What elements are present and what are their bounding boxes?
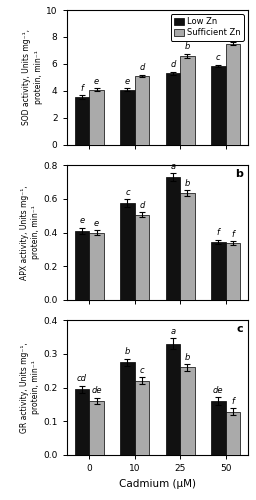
Text: d: d bbox=[139, 200, 145, 209]
Bar bbox=[180, 56, 195, 145]
Bar bbox=[89, 401, 104, 455]
Bar bbox=[226, 244, 240, 300]
Bar bbox=[166, 344, 180, 455]
Text: b: b bbox=[185, 352, 190, 362]
Text: a: a bbox=[230, 30, 236, 40]
Text: e: e bbox=[94, 76, 99, 86]
Bar bbox=[180, 193, 195, 300]
Y-axis label: SOD activity, Units mg⁻¹,
protein, min⁻¹: SOD activity, Units mg⁻¹, protein, min⁻¹ bbox=[23, 30, 43, 126]
Bar bbox=[89, 90, 104, 145]
Text: c: c bbox=[236, 324, 243, 334]
Bar bbox=[75, 390, 89, 455]
Text: b: b bbox=[185, 179, 190, 188]
Text: a: a bbox=[170, 327, 175, 336]
Text: a: a bbox=[235, 14, 243, 24]
Bar bbox=[120, 90, 135, 145]
Text: c: c bbox=[140, 366, 144, 375]
Bar bbox=[166, 74, 180, 145]
Bar bbox=[135, 381, 149, 455]
Text: d: d bbox=[170, 60, 176, 70]
Text: b: b bbox=[125, 348, 130, 356]
Text: b: b bbox=[185, 42, 190, 51]
Bar bbox=[120, 362, 135, 455]
Text: cd: cd bbox=[77, 374, 87, 384]
Bar bbox=[75, 231, 89, 300]
Text: de: de bbox=[213, 386, 223, 394]
Text: f: f bbox=[217, 228, 220, 237]
Legend: Low Zn, Sufficient Zn: Low Zn, Sufficient Zn bbox=[170, 14, 244, 40]
Bar bbox=[166, 177, 180, 300]
Text: f: f bbox=[231, 397, 234, 406]
Text: e: e bbox=[94, 219, 99, 228]
Text: a: a bbox=[170, 162, 175, 170]
Text: b: b bbox=[235, 169, 243, 179]
Bar bbox=[89, 232, 104, 300]
X-axis label: Cadmium (µM): Cadmium (µM) bbox=[119, 478, 196, 488]
Bar bbox=[211, 401, 226, 455]
Bar bbox=[226, 412, 240, 455]
Bar bbox=[135, 76, 149, 145]
Bar bbox=[180, 368, 195, 455]
Bar bbox=[226, 44, 240, 145]
Bar bbox=[135, 215, 149, 300]
Text: c: c bbox=[216, 54, 221, 62]
Text: e: e bbox=[79, 216, 84, 226]
Bar bbox=[75, 97, 89, 145]
Bar bbox=[211, 242, 226, 300]
Y-axis label: APX activity, Units mg⁻¹,
protein, min⁻¹: APX activity, Units mg⁻¹, protein, min⁻¹ bbox=[19, 185, 40, 280]
Text: f: f bbox=[80, 84, 83, 93]
Text: d: d bbox=[139, 64, 145, 72]
Text: c: c bbox=[125, 188, 130, 197]
Text: de: de bbox=[91, 386, 102, 396]
Text: f: f bbox=[231, 230, 234, 239]
Bar bbox=[120, 203, 135, 300]
Y-axis label: GR activity, Units mg⁻¹,
protein, min⁻¹: GR activity, Units mg⁻¹, protein, min⁻¹ bbox=[19, 342, 40, 433]
Bar bbox=[211, 66, 226, 145]
Text: e: e bbox=[125, 77, 130, 86]
